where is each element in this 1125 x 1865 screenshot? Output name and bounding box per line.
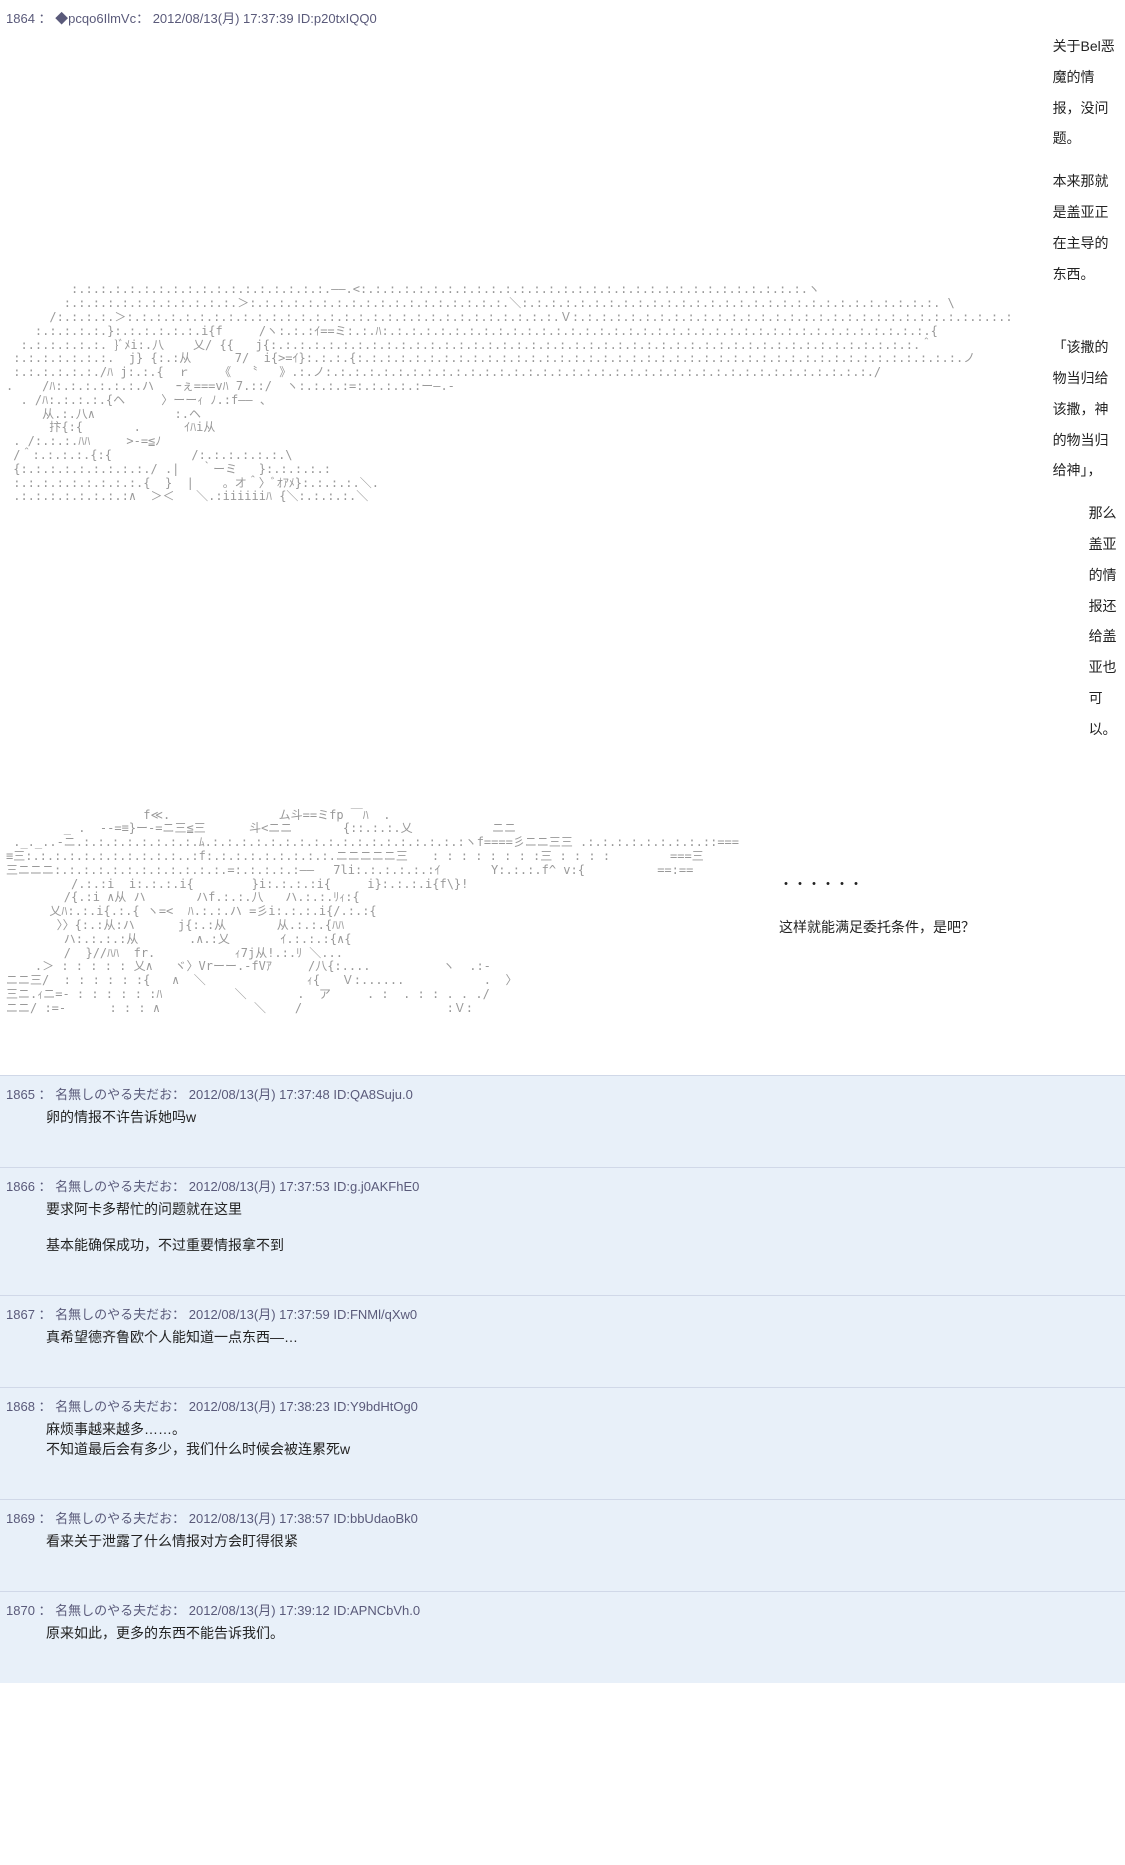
post-number: 1868 xyxy=(6,1399,35,1414)
post-number: 1867 xyxy=(6,1307,35,1322)
post-body: 麻烦事越来越多……。 不知道最后会有多少，我们什么时候会被连累死w xyxy=(46,1419,1119,1459)
post-body: 要求阿卡多帮忙的问题就在这里 基本能确保成功，不过重要情报拿不到 xyxy=(46,1199,1119,1255)
post-datetime: 2012/08/13(月) 17:38:23 xyxy=(189,1399,330,1414)
dialogue-text-1: 关于Bel恶魔的情报，没问题。 本来那就是盖亚正在主导的东西。 「该撒的物当归给… xyxy=(1053,31,1119,757)
post-id: ID:g.j0AKFhE0 xyxy=(333,1179,419,1194)
post-header: 1866 ： 名無しのやる夫だお： 2012/08/13(月) 17:37:53… xyxy=(6,1176,1119,1195)
post-header: 1864 ： ◆pcqo6IlmVc： 2012/08/13(月) 17:37:… xyxy=(6,8,1119,27)
post-1867: 1867 ： 名無しのやる夫だお： 2012/08/13(月) 17:37:59… xyxy=(0,1295,1125,1387)
post-datetime: 2012/08/13(月) 17:37:59 xyxy=(189,1307,330,1322)
body-line: 麻烦事越来越多……。 xyxy=(46,1419,1119,1439)
post-datetime: 2012/08/13(月) 17:37:48 xyxy=(189,1087,330,1102)
post-body: 卵的情报不许告诉她吗w xyxy=(46,1107,1119,1127)
post-body: 看来关于泄露了什么情报对方会盯得很紧 xyxy=(46,1531,1119,1551)
post-1868: 1868 ： 名無しのやる夫だお： 2012/08/13(月) 17:38:23… xyxy=(0,1387,1125,1499)
post-number: 1869 xyxy=(6,1511,35,1526)
body-line: 卵的情报不许告诉她吗w xyxy=(46,1107,1119,1127)
post-1869: 1869 ： 名無しのやる夫だお： 2012/08/13(月) 17:38:57… xyxy=(0,1499,1125,1591)
body-line: 真希望德齐鲁欧个人能知道一点东西―… xyxy=(46,1327,1119,1347)
post-header: 1868 ： 名無しのやる夫だお： 2012/08/13(月) 17:38:23… xyxy=(6,1396,1119,1415)
post-number: 1870 xyxy=(6,1603,35,1618)
post-id: ID:Y9bdHtOg0 xyxy=(333,1399,418,1414)
dialogue-text-2: ・・・・・・ 这样就能满足委托条件，是吧？ xyxy=(779,869,975,955)
post-id: ID:FNMl/qXw0 xyxy=(333,1307,417,1322)
post-1866: 1866 ： 名無しのやる夫だお： 2012/08/13(月) 17:37:53… xyxy=(0,1167,1125,1295)
dialogue-line: 「该撒的物当归给该撒，神的物当归给神」， xyxy=(1053,332,1119,486)
post-1870: 1870 ： 名無しのやる夫だお： 2012/08/13(月) 17:39:12… xyxy=(0,1591,1125,1683)
post-header: 1867 ： 名無しのやる夫だお： 2012/08/13(月) 17:37:59… xyxy=(6,1304,1119,1323)
post-datetime: 2012/08/13(月) 17:37:53 xyxy=(189,1179,330,1194)
post-datetime: 2012/08/13(月) 17:37:39 xyxy=(153,11,294,26)
body-line: 不知道最后会有多少，我们什么时候会被连累死w xyxy=(46,1439,1119,1459)
post-body: 原来如此，更多的东西不能告诉我们。 xyxy=(46,1623,1119,1643)
ascii-dialogue-row-2: f≪. ム斗==ミfp ￣ﾊ . _ . -‐=≡}ー-=ニ三≦三 斗<ニニ {… xyxy=(6,789,1119,1036)
post-id: ID:QA8Suju.0 xyxy=(333,1087,413,1102)
dialogue-line: 那么盖亚的情报还给盖亚也可以。 xyxy=(1053,498,1119,744)
post-1864: 1864 ： ◆pcqo6IlmVc： 2012/08/13(月) 17:37:… xyxy=(0,0,1125,1075)
post-header: 1870 ： 名無しのやる夫だお： 2012/08/13(月) 17:39:12… xyxy=(6,1600,1119,1619)
post-id: ID:bbUdaoBk0 xyxy=(333,1511,418,1526)
post-1865: 1865 ： 名無しのやる夫だお： 2012/08/13(月) 17:37:48… xyxy=(0,1075,1125,1167)
ascii-art-2: f≪. ム斗==ミfp ￣ﾊ . _ . -‐=≡}ー-=ニ三≦三 斗<ニニ {… xyxy=(6,809,739,1016)
post-datetime: 2012/08/13(月) 17:39:12 xyxy=(189,1603,330,1618)
dialogue-line: 关于Bel恶魔的情报，没问题。 xyxy=(1053,31,1119,154)
post-name[interactable]: 名無しのやる夫だお xyxy=(55,1179,172,1194)
body-line: 要求阿卡多帮忙的问题就在这里 xyxy=(46,1199,1119,1219)
post-name[interactable]: 名無しのやる夫だお xyxy=(55,1307,172,1322)
post-name[interactable]: 名無しのやる夫だお xyxy=(55,1511,172,1526)
body-line: 原来如此，更多的东西不能告诉我们。 xyxy=(46,1623,1119,1643)
post-header: 1869 ： 名無しのやる夫だお： 2012/08/13(月) 17:38:57… xyxy=(6,1508,1119,1527)
body-line: 看来关于泄露了什么情报对方会盯得很紧 xyxy=(46,1531,1119,1551)
post-id: ID:p20txIQQ0 xyxy=(297,11,376,26)
dialogue-line: 本来那就是盖亚正在主导的东西。 xyxy=(1053,166,1119,289)
ascii-art-1: :.:.:.:.:.:.:.:.:.:.:.:.:.:.:.:.:.:.――.<… xyxy=(6,283,1013,504)
dialogue-line: ・・・・・・ xyxy=(779,869,975,900)
dialogue-line: 这样就能满足委托条件，是吧？ xyxy=(779,912,975,943)
post-number: 1866 xyxy=(6,1179,35,1194)
ascii-dialogue-row-1: :.:.:.:.:.:.:.:.:.:.:.:.:.:.:.:.:.:.――.<… xyxy=(6,31,1119,757)
post-datetime: 2012/08/13(月) 17:38:57 xyxy=(189,1511,330,1526)
post-name[interactable]: 名無しのやる夫だお xyxy=(55,1603,172,1618)
post-number: 1864 xyxy=(6,11,35,26)
post-number: 1865 xyxy=(6,1087,35,1102)
post-header: 1865 ： 名無しのやる夫だお： 2012/08/13(月) 17:37:48… xyxy=(6,1084,1119,1103)
post-name[interactable]: 名無しのやる夫だお xyxy=(55,1087,172,1102)
post-body: 真希望德齐鲁欧个人能知道一点东西―… xyxy=(46,1327,1119,1347)
post-name[interactable]: 名無しのやる夫だお xyxy=(55,1399,172,1414)
post-name: ◆pcqo6IlmVc xyxy=(55,11,136,26)
post-id: ID:APNCbVh.0 xyxy=(333,1603,420,1618)
body-line: 基本能确保成功，不过重要情报拿不到 xyxy=(46,1235,1119,1255)
